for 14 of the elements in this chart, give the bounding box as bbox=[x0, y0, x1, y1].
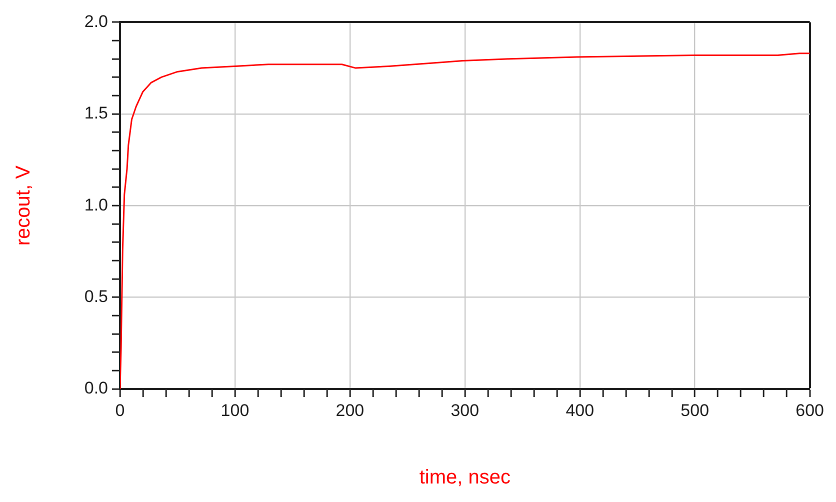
x-tick-label: 300 bbox=[450, 400, 480, 420]
y-tick-label: 0.0 bbox=[84, 378, 108, 398]
x-tick-label: 500 bbox=[680, 400, 710, 420]
y-tick-label: 1.5 bbox=[84, 104, 108, 123]
x-axis-title: time, nsec bbox=[419, 466, 510, 489]
y-axis-title: recout, V bbox=[12, 164, 35, 246]
y-tick-label: 0.5 bbox=[84, 286, 108, 306]
x-tick-label: 600 bbox=[796, 400, 824, 420]
y-tick-label: 2.0 bbox=[84, 12, 108, 31]
y-tick-label: 1.0 bbox=[84, 195, 108, 214]
x-tick-label: 200 bbox=[336, 400, 364, 420]
x-tick-label: 400 bbox=[566, 400, 594, 420]
x-tick-label: 100 bbox=[220, 400, 250, 420]
x-tick-label: 0 bbox=[115, 400, 125, 420]
